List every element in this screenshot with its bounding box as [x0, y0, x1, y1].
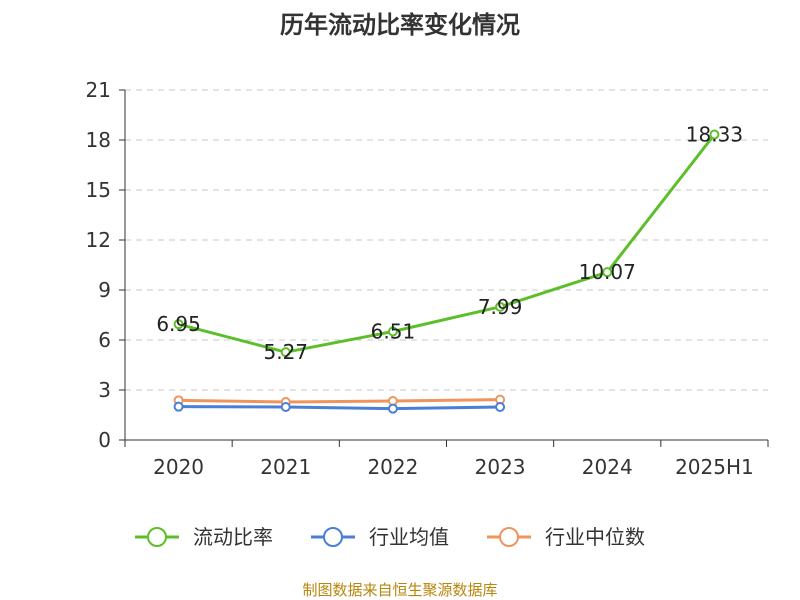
data-point-0 — [173, 319, 184, 330]
data-label: 10.07 — [579, 260, 636, 284]
data-label: 18.33 — [686, 123, 743, 147]
y-tick-label: 0 — [98, 428, 111, 452]
data-point-0 — [602, 267, 613, 278]
legend-marker — [323, 527, 343, 547]
legend-marker — [147, 527, 167, 547]
data-point-0 — [387, 326, 398, 337]
data-point-0 — [280, 347, 291, 358]
data-label: 6.51 — [371, 320, 416, 344]
series-line-2 — [178, 398, 501, 404]
y-tick-label: 18 — [86, 128, 111, 152]
x-tick-label: 2023 — [475, 455, 526, 479]
legend-label: 行业均值 — [369, 525, 449, 549]
x-tick-label: 2020 — [153, 455, 204, 479]
grid-lines — [125, 89, 768, 391]
data-point-0 — [495, 301, 506, 312]
data-point-1 — [280, 402, 291, 412]
data-point-0 — [709, 129, 720, 140]
series-line-0 — [178, 133, 716, 354]
y-tick-label: 9 — [98, 278, 111, 302]
legend: 流动比率 行业均值 行业中位数 — [135, 525, 645, 549]
series-lines — [173, 129, 720, 414]
y-tick-label: 12 — [86, 228, 111, 252]
data-labels: 6.95 5.27 6.51 7.99 10.07 18.33 — [156, 123, 743, 365]
data-point-1 — [173, 401, 184, 412]
data-label: 6.95 — [156, 312, 201, 336]
series-line-1 — [178, 405, 501, 411]
y-tick-label: 15 — [86, 178, 111, 202]
x-tick-label: 2025H1 — [675, 455, 754, 479]
y-tick-label: 21 — [86, 78, 111, 102]
legend-label: 行业中位数 — [545, 525, 645, 549]
source-note: 制图数据来自恒生聚源数据库 — [302, 581, 497, 599]
data-label: 5.27 — [263, 340, 308, 364]
legend-label: 流动比率 — [193, 525, 273, 549]
x-tick-label: 2022 — [367, 455, 418, 479]
chart-title: 历年流动比率变化情况 — [280, 11, 520, 39]
x-tick-label: 2024 — [582, 455, 633, 479]
y-tick-label: 3 — [98, 378, 111, 402]
x-tick-label: 2021 — [260, 455, 311, 479]
data-point-1 — [387, 403, 398, 414]
data-point-1 — [495, 402, 506, 412]
y-tick-label: 6 — [98, 328, 111, 352]
data-label: 7.99 — [478, 295, 523, 319]
axes: 0 3 6 9 12 15 18 21 2020 2021 2022 2023 2024 2025H1 — [86, 78, 769, 479]
legend-marker — [499, 527, 519, 547]
